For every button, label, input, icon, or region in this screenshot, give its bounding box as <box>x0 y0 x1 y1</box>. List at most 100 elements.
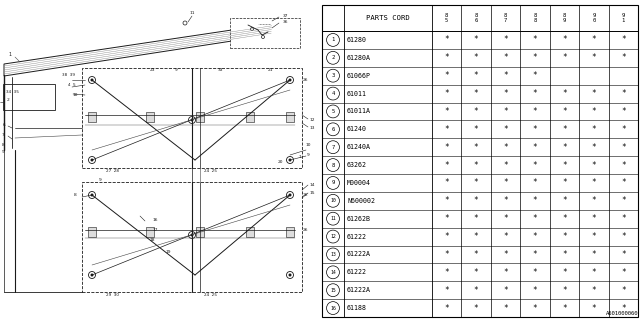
Text: 63262: 63262 <box>347 162 367 168</box>
Text: *: * <box>562 161 567 170</box>
Text: *: * <box>444 107 449 116</box>
Text: 1: 1 <box>8 52 12 58</box>
Text: *: * <box>503 125 508 134</box>
Text: 15: 15 <box>310 191 316 195</box>
Text: *: * <box>591 143 596 152</box>
Text: 24  25: 24 25 <box>204 169 216 173</box>
Text: 8
5: 8 5 <box>445 13 449 23</box>
Text: *: * <box>503 196 508 205</box>
Text: 8
8: 8 8 <box>533 13 536 23</box>
Text: 24  25: 24 25 <box>204 293 216 297</box>
Text: *: * <box>562 36 567 44</box>
Text: *: * <box>503 89 508 98</box>
Text: 6: 6 <box>3 123 6 127</box>
Text: 14: 14 <box>310 183 316 187</box>
Text: *: * <box>562 214 567 223</box>
FancyBboxPatch shape <box>196 112 204 122</box>
Text: *: * <box>591 304 596 313</box>
Text: *: * <box>474 196 479 205</box>
Text: *: * <box>532 125 538 134</box>
Text: *: * <box>621 107 625 116</box>
Text: *: * <box>621 143 625 152</box>
Text: *: * <box>474 143 479 152</box>
Text: *: * <box>591 214 596 223</box>
Text: 9: 9 <box>332 180 335 185</box>
Text: *: * <box>562 53 567 62</box>
Text: *: * <box>503 143 508 152</box>
Text: *: * <box>562 125 567 134</box>
Text: 9
0: 9 0 <box>592 13 595 23</box>
Text: *: * <box>444 36 449 44</box>
Text: 61066P: 61066P <box>347 73 371 79</box>
Text: 1: 1 <box>332 37 335 43</box>
Text: *: * <box>503 179 508 188</box>
Text: 2: 2 <box>332 55 335 60</box>
Text: 61222: 61222 <box>347 269 367 275</box>
Text: *: * <box>503 304 508 313</box>
Text: 7: 7 <box>332 145 335 150</box>
Text: 16: 16 <box>330 306 336 311</box>
Text: 13: 13 <box>310 126 316 130</box>
Text: *: * <box>474 161 479 170</box>
Text: 10: 10 <box>305 143 311 147</box>
Text: *: * <box>503 214 508 223</box>
Text: *: * <box>532 250 538 259</box>
Text: *: * <box>621 196 625 205</box>
Text: *: * <box>591 196 596 205</box>
Text: *: * <box>562 250 567 259</box>
Text: *: * <box>474 71 479 80</box>
Text: 34  35: 34 35 <box>6 90 19 94</box>
Text: *: * <box>474 268 479 277</box>
Text: *: * <box>503 107 508 116</box>
Text: *: * <box>474 286 479 295</box>
Text: 7: 7 <box>2 133 4 137</box>
Text: *: * <box>591 125 596 134</box>
Text: 12: 12 <box>330 234 336 239</box>
Circle shape <box>90 158 93 162</box>
Text: *: * <box>591 107 596 116</box>
Text: 10: 10 <box>330 198 336 203</box>
Text: 26: 26 <box>302 193 308 197</box>
Text: 16: 16 <box>152 218 157 222</box>
Text: 10: 10 <box>72 93 77 97</box>
FancyBboxPatch shape <box>146 112 154 122</box>
Text: *: * <box>532 71 538 80</box>
Text: 2: 2 <box>6 98 10 102</box>
Text: *: * <box>444 268 449 277</box>
Text: 26: 26 <box>302 78 308 82</box>
Text: *: * <box>474 232 479 241</box>
Text: *: * <box>591 89 596 98</box>
Text: *: * <box>532 286 538 295</box>
Text: *: * <box>474 89 479 98</box>
Text: *: * <box>562 196 567 205</box>
Text: 5: 5 <box>332 109 335 114</box>
Text: *: * <box>621 89 625 98</box>
Circle shape <box>90 78 93 82</box>
Text: 9: 9 <box>99 178 101 182</box>
Text: 20: 20 <box>277 160 283 164</box>
Text: 26: 26 <box>302 228 308 232</box>
FancyBboxPatch shape <box>230 18 300 48</box>
Text: *: * <box>621 286 625 295</box>
Circle shape <box>289 194 291 196</box>
Text: *: * <box>532 179 538 188</box>
Text: *: * <box>562 304 567 313</box>
Text: *: * <box>444 143 449 152</box>
Text: 8: 8 <box>332 163 335 168</box>
Text: 61240: 61240 <box>347 126 367 132</box>
FancyBboxPatch shape <box>88 112 96 122</box>
FancyBboxPatch shape <box>88 227 96 237</box>
Text: 61262B: 61262B <box>347 216 371 222</box>
Text: *: * <box>621 268 625 277</box>
Text: *: * <box>532 214 538 223</box>
Text: 6: 6 <box>332 127 335 132</box>
Text: *: * <box>621 250 625 259</box>
Text: *: * <box>591 36 596 44</box>
Text: 9
1: 9 1 <box>621 13 625 23</box>
Text: *: * <box>444 125 449 134</box>
FancyBboxPatch shape <box>286 112 294 122</box>
Text: 15: 15 <box>330 288 336 293</box>
Text: *: * <box>562 232 567 241</box>
Text: *: * <box>532 36 538 44</box>
Text: *: * <box>444 214 449 223</box>
